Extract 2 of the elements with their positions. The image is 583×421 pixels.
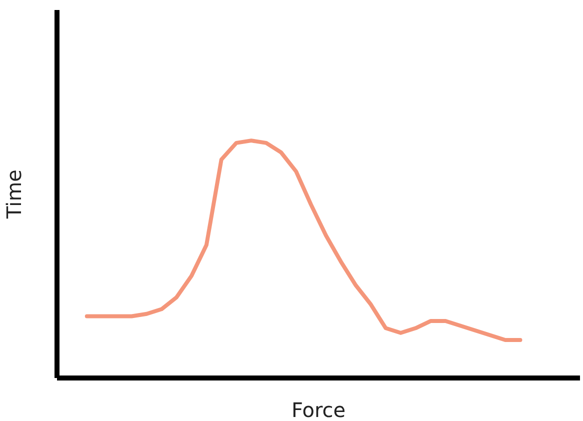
y-axis-title: Time [2, 170, 26, 220]
x-axis-title: Force [291, 398, 346, 421]
